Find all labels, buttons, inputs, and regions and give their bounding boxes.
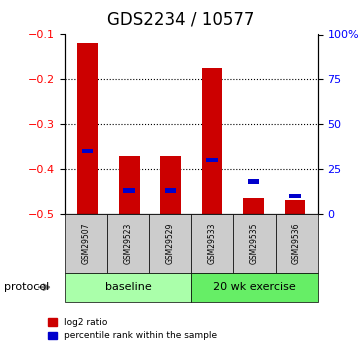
Text: GSM29536: GSM29536 (292, 223, 301, 264)
Bar (202, 68, 222, 214)
Text: GSM29535: GSM29535 (250, 223, 259, 264)
Bar (284, 200, 305, 214)
Bar (289, 194, 301, 198)
Legend: log2 ratio, percentile rank within the sample: log2 ratio, percentile rank within the s… (48, 318, 217, 341)
Bar (123, 188, 135, 193)
Text: protocol: protocol (4, 282, 49, 292)
Text: baseline: baseline (105, 282, 152, 292)
Bar (165, 188, 176, 193)
Bar (248, 179, 259, 184)
Text: GSM29523: GSM29523 (124, 223, 132, 264)
Bar (77, 43, 98, 214)
Text: GSM29533: GSM29533 (208, 223, 217, 264)
Bar (243, 198, 264, 214)
Text: 20 wk exercise: 20 wk exercise (213, 282, 296, 292)
Text: GSM29529: GSM29529 (166, 223, 175, 264)
Bar (206, 158, 218, 162)
Text: GDS2234 / 10577: GDS2234 / 10577 (107, 10, 254, 28)
Bar (119, 156, 140, 214)
Text: GSM29507: GSM29507 (82, 223, 91, 264)
Bar (82, 149, 93, 153)
Bar (160, 156, 181, 214)
